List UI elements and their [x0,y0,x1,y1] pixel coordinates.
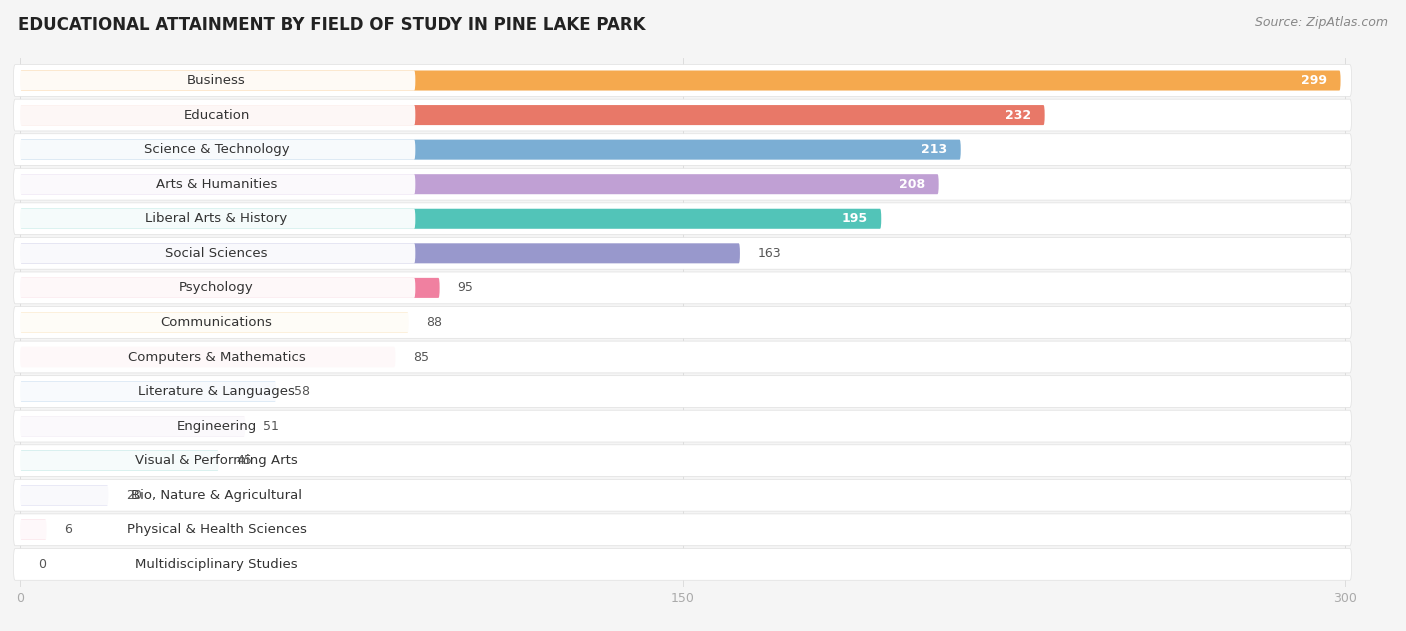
FancyBboxPatch shape [20,278,440,298]
FancyBboxPatch shape [14,99,1351,131]
FancyBboxPatch shape [20,485,108,505]
FancyBboxPatch shape [14,203,1351,235]
Text: Multidisciplinary Studies: Multidisciplinary Studies [135,558,298,571]
Text: Arts & Humanities: Arts & Humanities [156,178,277,191]
FancyBboxPatch shape [14,341,1351,373]
FancyBboxPatch shape [14,272,1351,304]
FancyBboxPatch shape [20,105,1045,125]
FancyBboxPatch shape [20,347,395,367]
Text: Engineering: Engineering [177,420,257,433]
Text: 88: 88 [426,316,443,329]
FancyBboxPatch shape [18,416,415,436]
Text: Communications: Communications [160,316,273,329]
Text: Physical & Health Sciences: Physical & Health Sciences [127,523,307,536]
FancyBboxPatch shape [18,105,415,125]
FancyBboxPatch shape [20,312,409,333]
FancyBboxPatch shape [18,451,415,471]
Text: 299: 299 [1302,74,1327,87]
Text: Liberal Arts & History: Liberal Arts & History [145,212,288,225]
Text: Science & Technology: Science & Technology [143,143,290,156]
FancyBboxPatch shape [18,520,415,540]
FancyBboxPatch shape [18,555,415,574]
FancyBboxPatch shape [14,64,1351,97]
FancyBboxPatch shape [14,410,1351,442]
FancyBboxPatch shape [18,278,415,298]
Text: Source: ZipAtlas.com: Source: ZipAtlas.com [1254,16,1388,29]
FancyBboxPatch shape [20,71,1340,90]
Text: EDUCATIONAL ATTAINMENT BY FIELD OF STUDY IN PINE LAKE PARK: EDUCATIONAL ATTAINMENT BY FIELD OF STUDY… [18,16,645,34]
FancyBboxPatch shape [18,382,415,401]
Text: 95: 95 [457,281,474,295]
FancyBboxPatch shape [18,174,415,194]
Text: Psychology: Psychology [179,281,254,295]
Text: Bio, Nature & Agricultural: Bio, Nature & Agricultural [131,489,302,502]
Text: Education: Education [183,109,250,122]
FancyBboxPatch shape [18,71,415,90]
Text: 213: 213 [921,143,948,156]
Text: 45: 45 [236,454,252,467]
Text: Literature & Languages: Literature & Languages [138,385,295,398]
Text: 195: 195 [842,212,868,225]
FancyBboxPatch shape [20,520,46,540]
Text: 51: 51 [263,420,278,433]
Text: 232: 232 [1005,109,1032,122]
FancyBboxPatch shape [20,244,740,263]
FancyBboxPatch shape [18,312,415,333]
FancyBboxPatch shape [20,382,276,401]
Text: 6: 6 [65,523,72,536]
Text: Business: Business [187,74,246,87]
Text: 58: 58 [294,385,309,398]
FancyBboxPatch shape [18,485,415,505]
Text: 208: 208 [900,178,925,191]
FancyBboxPatch shape [20,416,245,436]
FancyBboxPatch shape [18,244,415,263]
FancyBboxPatch shape [18,139,415,160]
FancyBboxPatch shape [14,134,1351,165]
FancyBboxPatch shape [20,451,219,471]
FancyBboxPatch shape [20,139,960,160]
FancyBboxPatch shape [14,514,1351,546]
FancyBboxPatch shape [18,347,415,367]
FancyBboxPatch shape [14,168,1351,200]
FancyBboxPatch shape [14,307,1351,338]
FancyBboxPatch shape [14,548,1351,581]
Text: 0: 0 [38,558,46,571]
FancyBboxPatch shape [20,174,939,194]
FancyBboxPatch shape [14,375,1351,408]
FancyBboxPatch shape [14,445,1351,476]
FancyBboxPatch shape [18,209,415,229]
FancyBboxPatch shape [14,480,1351,511]
Text: 85: 85 [413,350,429,363]
Text: 163: 163 [758,247,782,260]
Text: 20: 20 [127,489,142,502]
FancyBboxPatch shape [20,209,882,229]
Text: Computers & Mathematics: Computers & Mathematics [128,350,305,363]
Text: Visual & Performing Arts: Visual & Performing Arts [135,454,298,467]
Text: Social Sciences: Social Sciences [166,247,269,260]
FancyBboxPatch shape [14,237,1351,269]
